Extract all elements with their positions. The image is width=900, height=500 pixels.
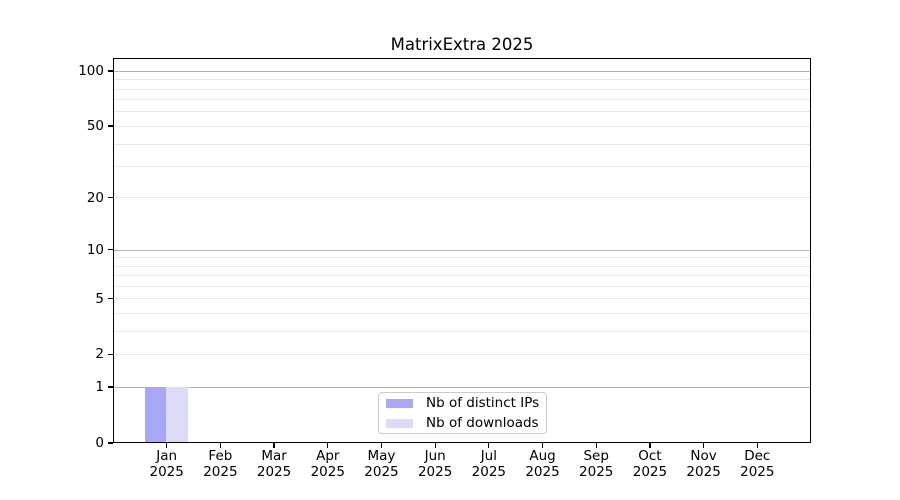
x-tick-mark bbox=[488, 443, 490, 448]
x-tick-year: 2025 bbox=[632, 463, 668, 480]
minor-gridline bbox=[114, 285, 810, 287]
x-tick-mark bbox=[541, 443, 544, 448]
minor-gridline bbox=[114, 88, 810, 90]
x-tick-month: Sep bbox=[583, 448, 609, 464]
major-gridline bbox=[114, 386, 810, 388]
legend: Nb of distinct IPs Nb of downloads bbox=[378, 392, 547, 434]
y-tick-label: 2 bbox=[95, 346, 104, 363]
x-tick-month: Nov bbox=[690, 448, 717, 464]
x-tick-label: Mar 2025 bbox=[242, 448, 306, 480]
x-tick-month: Oct bbox=[638, 448, 662, 464]
x-tick-year: 2025 bbox=[471, 463, 507, 480]
x-tick-year: 2025 bbox=[203, 463, 238, 480]
minor-gridline bbox=[114, 99, 810, 101]
legend-entry-downloads: Nb of downloads bbox=[386, 415, 539, 432]
x-tick-label: Nov 2025 bbox=[672, 448, 736, 480]
x-tick-month: May bbox=[367, 448, 396, 464]
x-tick-month: Aug bbox=[529, 448, 556, 464]
minor-gridline bbox=[114, 143, 810, 145]
x-tick-month: Dec bbox=[744, 448, 771, 464]
y-tick-label: 0 bbox=[95, 435, 104, 451]
minor-gridline bbox=[114, 275, 810, 277]
x-tick-month: Apr bbox=[316, 448, 340, 464]
x-tick-mark bbox=[219, 443, 222, 448]
minor-gridline bbox=[114, 166, 810, 168]
y-tick-mark bbox=[107, 297, 113, 300]
x-tick-mark bbox=[434, 443, 436, 448]
x-tick-label: Sep 2025 bbox=[564, 448, 628, 480]
x-tick-label: Apr 2025 bbox=[296, 448, 360, 480]
minor-gridline bbox=[114, 125, 810, 127]
x-tick-year: 2025 bbox=[256, 463, 292, 480]
x-tick-mark bbox=[166, 443, 168, 448]
y-tick-label: 1 bbox=[95, 379, 104, 396]
y-tick-mark bbox=[107, 353, 113, 356]
y-tick-mark bbox=[107, 70, 113, 72]
x-tick-mark bbox=[380, 443, 383, 448]
x-tick-mark bbox=[327, 443, 329, 448]
legend-label-downloads: Nb of downloads bbox=[426, 414, 539, 431]
y-tick-mark bbox=[107, 386, 113, 388]
x-tick-mark bbox=[702, 443, 705, 448]
y-tick-label: 10 bbox=[86, 241, 104, 258]
bar bbox=[166, 386, 188, 442]
x-tick-month: Jul bbox=[480, 448, 497, 464]
chart-title: MatrixExtra 2025 bbox=[390, 35, 534, 54]
x-tick-mark bbox=[595, 443, 597, 448]
y-tick-label: 20 bbox=[86, 189, 104, 206]
y-tick-mark bbox=[107, 125, 113, 127]
x-tick-year: 2025 bbox=[417, 463, 453, 480]
x-tick-label: Dec 2025 bbox=[725, 448, 789, 480]
major-gridline bbox=[114, 70, 810, 72]
x-tick-year: 2025 bbox=[310, 463, 345, 480]
x-tick-year: 2025 bbox=[364, 463, 399, 480]
x-tick-year: 2025 bbox=[740, 463, 775, 480]
legend-label-distinct-ips: Nb of distinct IPs bbox=[426, 394, 540, 411]
x-tick-label: Jan 2025 bbox=[135, 448, 199, 480]
x-tick-label: Feb 2025 bbox=[188, 448, 252, 480]
x-tick-month: Feb bbox=[208, 448, 233, 464]
x-tick-mark bbox=[273, 443, 275, 448]
legend-swatch-downloads bbox=[386, 418, 413, 428]
minor-gridline bbox=[114, 298, 810, 300]
minor-gridline bbox=[114, 79, 810, 81]
minor-gridline bbox=[114, 354, 810, 356]
x-tick-month: Mar bbox=[261, 448, 287, 464]
y-tick-label: 5 bbox=[95, 290, 104, 307]
legend-swatch-distinct-ips bbox=[386, 398, 413, 408]
x-tick-year: 2025 bbox=[579, 463, 614, 480]
minor-gridline bbox=[114, 111, 810, 113]
x-tick-month: Jan bbox=[156, 448, 178, 464]
x-tick-label: Jul 2025 bbox=[457, 448, 521, 480]
x-tick-year: 2025 bbox=[686, 463, 721, 480]
x-tick-mark bbox=[756, 443, 758, 448]
x-tick-label: May 2025 bbox=[349, 448, 413, 480]
minor-gridline bbox=[114, 197, 810, 199]
y-tick-label: 100 bbox=[78, 63, 104, 80]
minor-gridline bbox=[114, 313, 810, 315]
y-tick-mark bbox=[107, 196, 113, 199]
x-tick-label: Aug 2025 bbox=[511, 448, 575, 480]
y-tick-mark bbox=[107, 249, 113, 251]
bar bbox=[144, 386, 167, 442]
x-tick-label: Oct 2025 bbox=[618, 448, 682, 480]
y-tick-mark bbox=[107, 442, 113, 444]
x-tick-mark bbox=[649, 443, 651, 448]
x-tick-year: 2025 bbox=[525, 463, 560, 480]
x-tick-year: 2025 bbox=[149, 463, 184, 480]
legend-entry-distinct-ips: Nb of distinct IPs bbox=[386, 395, 539, 412]
major-gridline bbox=[114, 249, 810, 251]
x-tick-month: Jun bbox=[424, 448, 446, 464]
plot-area bbox=[113, 58, 811, 443]
minor-gridline bbox=[114, 257, 810, 259]
minor-gridline bbox=[114, 265, 810, 267]
y-tick-label: 50 bbox=[86, 118, 104, 135]
x-tick-label: Jun 2025 bbox=[403, 448, 467, 480]
minor-gridline bbox=[114, 331, 810, 333]
